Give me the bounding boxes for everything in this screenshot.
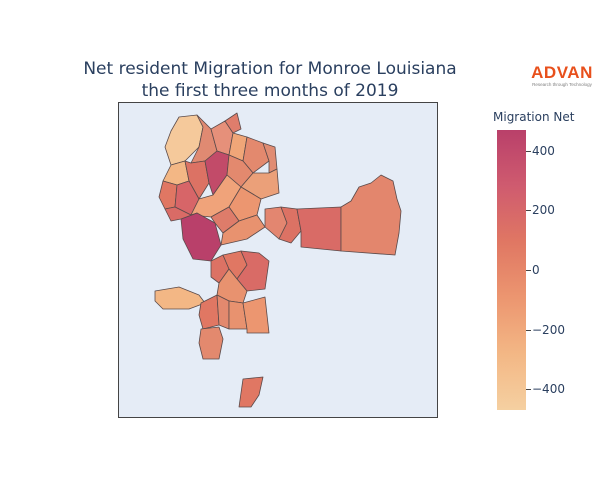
colorbar-tick-label: 200 <box>532 203 555 218</box>
choropleth-map <box>154 112 402 408</box>
tract <box>296 206 342 252</box>
logo-tagline: Research through Technology <box>532 82 592 87</box>
colorbar-tick-mark <box>526 210 531 212</box>
chart-title: Net resident Migration for Monroe Louisi… <box>60 58 480 102</box>
tract <box>154 286 206 310</box>
tract <box>198 294 220 330</box>
tract <box>242 136 270 174</box>
tract <box>238 376 264 408</box>
colorbar-tick-label: 0 <box>532 263 540 277</box>
tract <box>236 250 270 292</box>
advan-logo: ADVAN Research through Technology <box>527 64 597 88</box>
tract <box>224 112 242 134</box>
chart-title-line1: Net resident Migration for Monroe Louisi… <box>83 59 457 79</box>
logo-wordmark: ADVAN <box>531 63 593 82</box>
tract <box>180 212 222 262</box>
tract <box>158 180 178 210</box>
colorbar-tick-label: 400 <box>532 143 555 158</box>
tract <box>164 206 198 222</box>
colorbar-gradient <box>497 130 526 410</box>
colorbar-tick-label: −400 <box>532 382 565 397</box>
tract <box>198 326 224 360</box>
tract <box>162 160 190 186</box>
tract <box>216 294 230 330</box>
colorbar-tick-mark <box>526 389 531 391</box>
colorbar-tick-label: −200 <box>532 322 565 337</box>
chart-title-line2: the first three months of 2019 <box>141 81 399 101</box>
colorbar-tick-mark <box>526 329 531 331</box>
colorbar-tick-mark <box>526 270 531 271</box>
colorbar-title: Migration Net <box>493 110 575 124</box>
colorbar-tick-mark <box>526 150 531 152</box>
tract <box>242 296 270 334</box>
tract <box>340 174 402 256</box>
map-frame <box>118 102 438 418</box>
